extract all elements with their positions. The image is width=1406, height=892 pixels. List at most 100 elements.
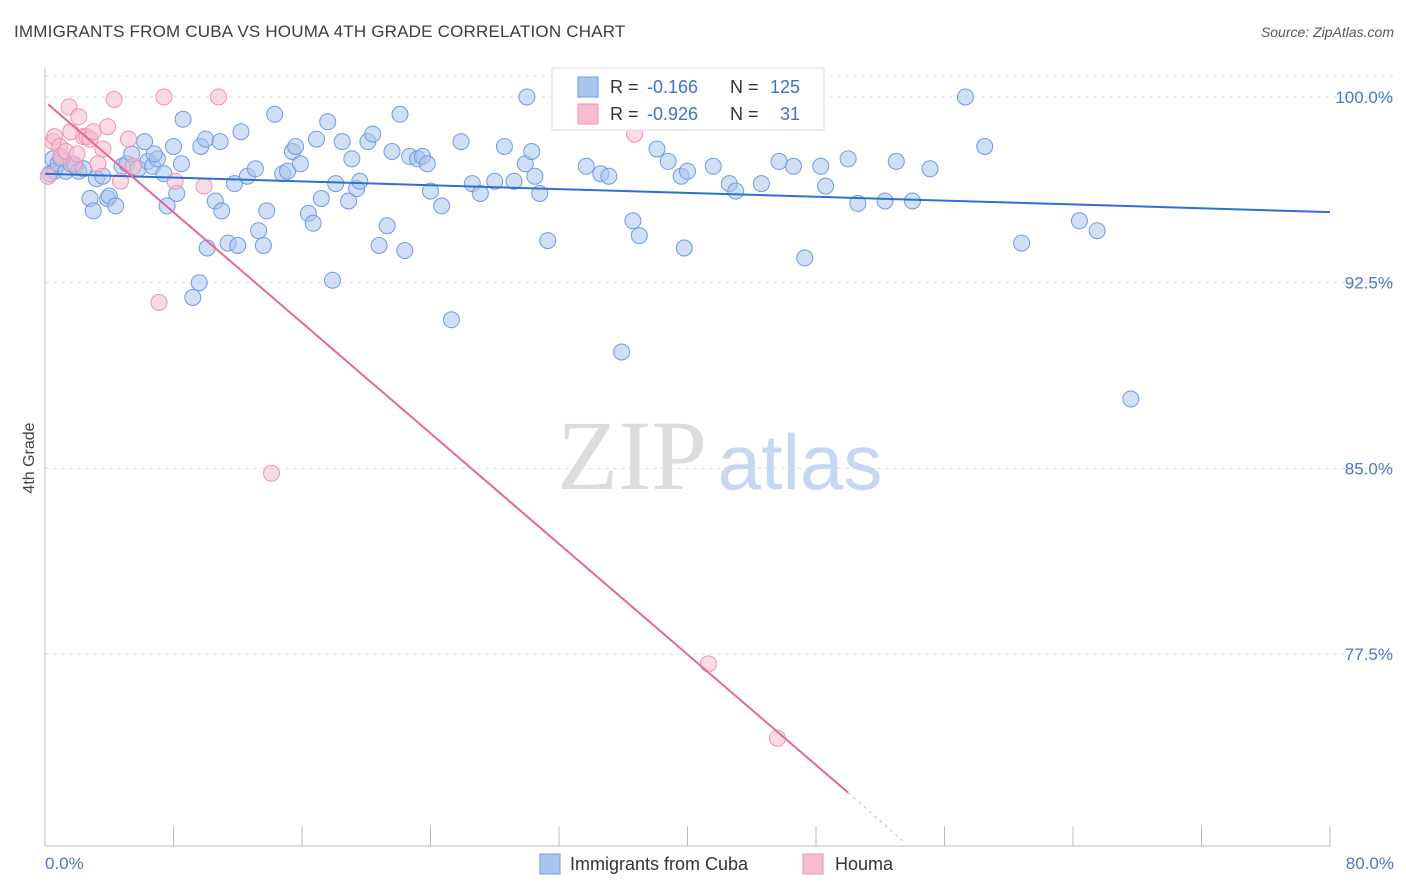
y-tick-label: 100.0% bbox=[1335, 88, 1393, 107]
point-cuba bbox=[1088, 222, 1106, 240]
point-cuba bbox=[291, 155, 309, 173]
point-cuba bbox=[258, 202, 276, 220]
legend-r-value-2: -0.926 bbox=[647, 104, 698, 124]
x-axis-ticks bbox=[44, 826, 1331, 846]
point-cuba bbox=[266, 105, 284, 123]
y-tick-labels: 77.5% 85.0% 92.5% 100.0% bbox=[1335, 88, 1393, 664]
point-houma bbox=[124, 157, 142, 175]
point-cuba bbox=[704, 157, 722, 175]
point-cuba bbox=[613, 343, 631, 361]
point-cuba bbox=[229, 237, 247, 254]
point-houma bbox=[99, 118, 117, 136]
trend-line-cuba bbox=[44, 172, 1331, 214]
point-houma bbox=[699, 655, 717, 673]
y-tick-label: 77.5% bbox=[1345, 645, 1393, 664]
point-cuba bbox=[433, 197, 451, 215]
point-cuba bbox=[839, 150, 857, 168]
point-cuba bbox=[391, 105, 409, 123]
point-cuba bbox=[327, 175, 345, 193]
trend-lines bbox=[44, 103, 1331, 843]
point-cuba bbox=[254, 237, 272, 254]
point-cuba bbox=[921, 160, 939, 178]
point-cuba bbox=[523, 143, 541, 160]
point-cuba bbox=[174, 110, 192, 128]
point-cuba bbox=[287, 138, 305, 155]
point-houma bbox=[105, 91, 123, 108]
point-houma bbox=[68, 145, 86, 163]
point-cuba bbox=[495, 138, 513, 155]
point-cuba bbox=[442, 311, 460, 329]
legend-swatch-blue bbox=[577, 76, 599, 98]
point-cuba bbox=[817, 177, 835, 195]
point-cuba bbox=[364, 125, 382, 143]
trend-line-houma-extension bbox=[847, 792, 905, 843]
point-cuba bbox=[471, 185, 489, 202]
point-cuba bbox=[812, 157, 830, 175]
point-cuba bbox=[84, 202, 102, 220]
y-tick-label: 85.0% bbox=[1345, 459, 1393, 478]
point-cuba bbox=[752, 175, 770, 193]
point-cuba bbox=[577, 157, 595, 175]
point-houma bbox=[166, 172, 184, 190]
legend-n-value-1: 125 bbox=[770, 77, 800, 97]
point-houma bbox=[195, 177, 213, 195]
point-cuba bbox=[190, 274, 208, 292]
point-cuba bbox=[1070, 212, 1088, 230]
legend-r-label-2: R = bbox=[610, 104, 639, 124]
point-houma bbox=[120, 130, 137, 148]
point-cuba bbox=[351, 172, 369, 190]
point-houma bbox=[89, 155, 107, 173]
point-cuba bbox=[279, 162, 296, 180]
point-houma bbox=[150, 294, 168, 311]
point-cuba bbox=[679, 162, 696, 180]
point-cuba bbox=[211, 133, 229, 151]
point-cuba bbox=[505, 172, 523, 190]
point-houma bbox=[70, 108, 88, 126]
point-houma bbox=[155, 88, 173, 106]
source-label: Source: ZipAtlas.com bbox=[1260, 24, 1394, 40]
point-cuba bbox=[796, 249, 814, 267]
point-cuba bbox=[184, 289, 202, 306]
point-cuba bbox=[107, 197, 125, 215]
point-cuba bbox=[675, 239, 693, 257]
legend-r-label-1: R = bbox=[610, 77, 639, 97]
point-cuba bbox=[246, 160, 264, 178]
point-cuba bbox=[213, 202, 231, 220]
point-houma bbox=[210, 88, 227, 106]
point-cuba bbox=[378, 217, 396, 235]
point-cuba bbox=[165, 138, 182, 155]
point-cuba bbox=[486, 172, 504, 190]
point-cuba bbox=[452, 133, 470, 151]
point-cuba bbox=[956, 88, 974, 106]
point-cuba bbox=[250, 222, 268, 240]
point-cuba bbox=[308, 130, 325, 148]
point-cuba bbox=[1013, 234, 1031, 252]
point-cuba bbox=[659, 152, 677, 170]
point-houma bbox=[39, 167, 57, 185]
chart-title: IMMIGRANTS FROM CUBA VS HOUMA 4TH GRADE … bbox=[14, 22, 626, 41]
trend-line-houma bbox=[47, 103, 849, 794]
point-cuba bbox=[976, 138, 994, 155]
legend-n-label-2: N = bbox=[730, 104, 759, 124]
point-cuba bbox=[727, 182, 745, 200]
point-cuba bbox=[648, 140, 666, 158]
legend-n-value-2: 31 bbox=[780, 104, 800, 124]
point-cuba bbox=[396, 242, 414, 259]
y-tick-label: 92.5% bbox=[1345, 274, 1393, 293]
point-houma bbox=[94, 140, 112, 158]
point-cuba bbox=[145, 145, 163, 163]
point-cuba bbox=[383, 143, 401, 160]
watermark-atlas: atlas bbox=[718, 418, 883, 506]
point-cuba bbox=[312, 190, 330, 207]
point-cuba bbox=[887, 152, 905, 170]
bottom-legend-label-pink: Houma bbox=[835, 854, 894, 874]
point-cuba bbox=[197, 130, 215, 148]
bottom-legend-swatch-blue bbox=[539, 853, 561, 875]
legend-box: R = -0.166 N = 125 R = -0.926 N = 31 bbox=[551, 67, 825, 131]
point-cuba bbox=[1122, 390, 1140, 408]
point-cuba bbox=[600, 167, 618, 185]
point-cuba bbox=[876, 192, 894, 210]
point-cuba bbox=[849, 194, 867, 212]
point-cuba bbox=[539, 232, 557, 250]
